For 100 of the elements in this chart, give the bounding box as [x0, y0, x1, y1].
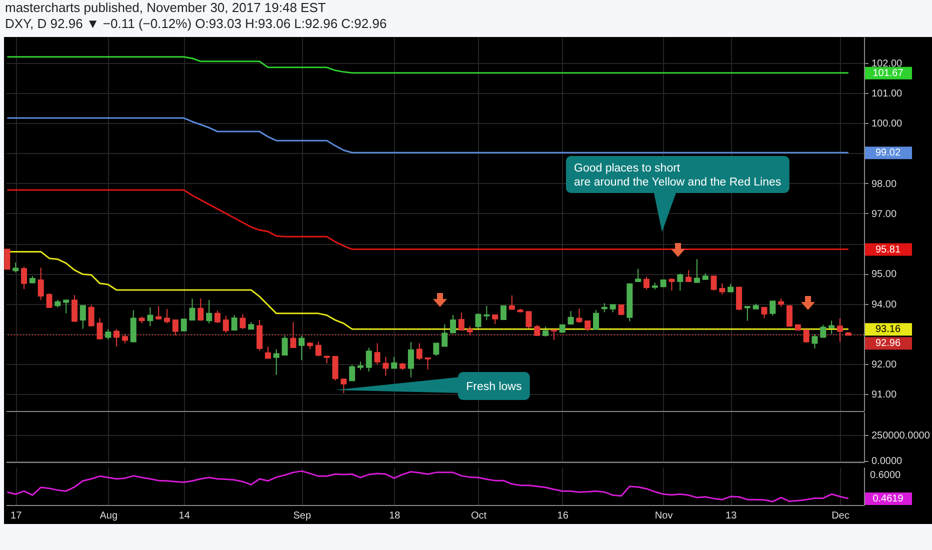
line-series — [6, 117, 850, 154]
candlestick — [568, 310, 574, 324]
candlestick — [164, 308, 170, 324]
candlestick — [576, 308, 582, 324]
candlestick — [719, 282, 726, 295]
candlestick — [820, 324, 826, 338]
x-tick-label: 14 — [178, 510, 190, 522]
x-tick-label: 16 — [557, 510, 569, 522]
candlestick — [264, 346, 271, 359]
candlestick — [222, 315, 229, 334]
candlestick — [442, 324, 448, 347]
candlestick — [198, 298, 204, 322]
y-tick-label: 101.00 — [872, 88, 903, 100]
y-tick-label: 92.00 — [872, 360, 897, 371]
text: 0.4619 — [872, 494, 904, 505]
candlestick — [46, 292, 52, 309]
candlestick — [668, 278, 675, 292]
candlestick — [475, 312, 482, 329]
candlestick — [315, 341, 322, 357]
candlestick — [71, 294, 78, 322]
candlestick — [256, 320, 263, 352]
x-tick-label: 18 — [389, 510, 401, 522]
text: 95.81 — [875, 244, 901, 256]
text: 0.6000 — [870, 470, 902, 481]
y-tick-label: 102.00 — [872, 58, 903, 70]
candlestick — [770, 300, 776, 316]
candlestick — [812, 334, 818, 349]
y-tick-label: 95.00 — [872, 269, 897, 280]
candlestick — [450, 314, 456, 334]
y-tick-label: 98.00 — [872, 178, 897, 190]
candlestick — [38, 267, 44, 300]
candlestick — [298, 335, 305, 361]
candlestick — [340, 378, 347, 394]
candlestick — [105, 328, 112, 340]
candlestick — [694, 258, 700, 283]
chart-subtitle: mastercharts published, November 30, 2017 19:48 EST — [5, 0, 327, 16]
speech-bubble: Good places to short are around the Yellow and the Red Lines — [566, 156, 790, 232]
candlestick — [416, 342, 422, 361]
candlestick — [189, 298, 196, 321]
candlestick — [12, 262, 19, 273]
candlestick — [332, 356, 338, 382]
candlestick — [240, 314, 246, 330]
candlestick — [290, 322, 296, 348]
candlestick — [80, 305, 86, 330]
candlestick — [114, 328, 120, 348]
candlestick — [500, 305, 506, 320]
candlestick — [96, 317, 103, 340]
candlestick — [584, 320, 591, 332]
x-tick-label: 13 — [726, 510, 738, 522]
candlestick — [761, 306, 768, 319]
candlestick — [21, 266, 28, 290]
candlestick — [466, 326, 473, 336]
candlestick — [156, 306, 162, 320]
line-series — [6, 56, 850, 74]
candlestick — [593, 310, 600, 330]
y-tick-label: 94.00 — [872, 299, 897, 310]
annotation: Fresh lows — [466, 381, 522, 393]
candlestick — [484, 305, 490, 321]
x-tick-label: Aug — [100, 510, 118, 522]
candlestick — [828, 320, 835, 334]
candlestick — [391, 356, 398, 369]
candlestick — [433, 342, 440, 356]
candlestick — [130, 310, 136, 342]
y-tick-label: 100.00 — [872, 118, 903, 130]
candlestick — [508, 294, 515, 310]
candlestick — [408, 342, 414, 378]
candlestick — [542, 326, 549, 338]
y-tick-label: 0.0000 — [872, 456, 903, 468]
candlestick — [803, 328, 810, 344]
candlestick — [744, 306, 750, 322]
ref-line-label: 92.96 — [875, 338, 901, 350]
candlestick — [374, 342, 380, 366]
candlestick — [643, 276, 650, 290]
candlestick — [458, 312, 464, 330]
candlestick — [424, 358, 431, 370]
candlestick — [63, 300, 70, 314]
candlestick — [147, 306, 154, 327]
y-tick-label: 97.00 — [872, 208, 897, 220]
candlestick — [273, 348, 280, 376]
y-tick-label: 91.00 — [872, 390, 897, 401]
candlestick — [4, 248, 10, 270]
chart-title: DXY, D 92.96 ▼ −0.11 (−0.12%) O:93.03 H:93.06 L:92.96 C:92.96 — [5, 16, 387, 32]
candlestick — [206, 299, 212, 324]
x-tick-label: Dec — [832, 510, 850, 522]
x-tick-label: Nov — [654, 510, 673, 522]
text: 93.16 — [875, 324, 901, 336]
candlestick — [677, 272, 684, 292]
candlestick — [366, 347, 372, 372]
candlestick — [526, 311, 532, 330]
candlestick — [836, 318, 843, 342]
y-tick-label: 250000.0000 — [872, 430, 930, 442]
text: 99.02 — [875, 148, 901, 159]
candlestick — [231, 314, 238, 332]
candlestick — [214, 310, 220, 324]
candlestick — [686, 270, 692, 282]
candlestick — [122, 334, 128, 344]
candlestick — [282, 334, 288, 356]
candlestick — [710, 276, 717, 292]
x-tick-label: 17 — [10, 510, 22, 522]
candlestick — [492, 314, 498, 324]
